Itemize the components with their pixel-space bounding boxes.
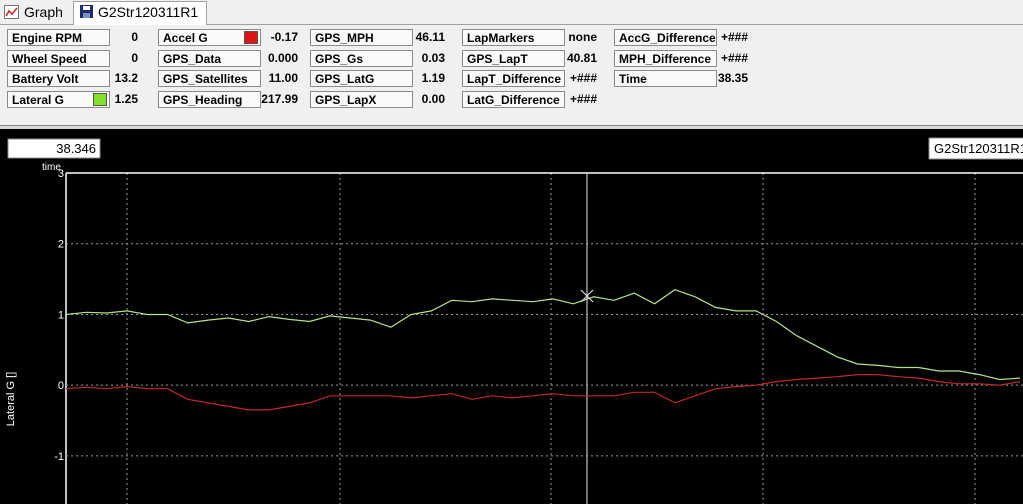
series-line xyxy=(65,289,1021,381)
splitter xyxy=(0,125,1023,129)
channel-label[interactable]: MPH_Difference xyxy=(614,49,717,67)
x-axis-label: time xyxy=(42,162,61,173)
channel-value: 0.00 xyxy=(421,92,445,107)
channel-value: 217.99 xyxy=(261,92,298,107)
channel-label[interactable]: GPS_LapT xyxy=(462,49,565,67)
channel-label[interactable]: Accel G xyxy=(158,29,261,46)
channel-name: MPH_Difference xyxy=(619,51,712,66)
channel-label[interactable]: Wheel Speed xyxy=(7,49,110,67)
y-tick-label: 1 xyxy=(58,309,64,321)
y-tick-label: 0 xyxy=(58,380,64,392)
cursor-marker xyxy=(580,289,594,303)
color-swatch xyxy=(93,93,107,107)
channel-name: LapMarkers xyxy=(467,31,535,45)
channel-label[interactable]: GPS_Gs xyxy=(310,49,413,67)
channel-name: GPS_LapT xyxy=(467,51,528,66)
channel-name: Wheel Speed xyxy=(12,51,87,66)
graph-icon xyxy=(4,5,19,19)
channel-value: +### xyxy=(720,30,748,44)
y-tick-label: 2 xyxy=(58,239,64,251)
channel-name: Battery Volt xyxy=(12,72,79,87)
y-tick-label: -1 xyxy=(54,451,64,463)
channel-value: 38.35 xyxy=(717,71,748,86)
graph-panel: 38.346 time G2Str120311R1 Lateral G [] 3… xyxy=(0,129,1023,504)
channel-name: GPS_Gs xyxy=(315,51,364,66)
channel-value: -0.17 xyxy=(270,30,298,44)
channel-label[interactable]: GPS_LatG xyxy=(310,70,413,88)
channel-label[interactable]: AccG_Difference xyxy=(614,29,717,46)
channel-label[interactable]: GPS_Heading xyxy=(158,91,261,109)
channel-name: Lateral G xyxy=(12,93,65,108)
channel-name: GPS_Satellites xyxy=(163,72,248,87)
channel-label[interactable]: Time xyxy=(614,70,717,88)
channel-panel: Engine RPM 0 Wheel Speed 0 Battery Volt 13.2 L… xyxy=(0,25,1023,125)
channel-value: 1.25 xyxy=(114,92,138,107)
series-line xyxy=(65,374,1021,411)
channel-value: +### xyxy=(569,71,597,86)
channel-name: GPS_LapX xyxy=(315,93,377,108)
channel-name: LatG_Difference xyxy=(467,93,560,108)
run-label: G2Str120311R1 xyxy=(934,141,1023,156)
channel-value: +### xyxy=(569,92,597,107)
save-icon xyxy=(80,5,93,18)
channel-value: 46.11 xyxy=(415,30,445,44)
channel-value: +### xyxy=(720,50,748,65)
channel-label[interactable]: GPS_Data xyxy=(158,49,261,67)
channel-value: 0.03 xyxy=(421,50,445,65)
y-tick-label: 3 xyxy=(58,168,64,180)
channel-name: GPS_MPH xyxy=(315,31,374,45)
tab[interactable]: G2Str120311R1 xyxy=(98,4,199,20)
channel-value: 0.000 xyxy=(267,50,298,65)
channel-name: Engine RPM xyxy=(12,31,83,45)
channel-value: 11.00 xyxy=(268,71,298,86)
channel-value: 0 xyxy=(131,30,138,44)
channel-name: GPS_LatG xyxy=(315,72,375,87)
cursor-value: 38.346 xyxy=(56,141,96,156)
channel-name: AccG_Difference xyxy=(619,31,716,45)
channel-value: 40.81 xyxy=(566,50,597,65)
channel-value: none xyxy=(568,30,597,44)
active-tab[interactable] xyxy=(73,1,207,25)
channel-label[interactable]: GPS_Satellites xyxy=(158,70,261,88)
color-swatch xyxy=(244,31,258,44)
channel-name: LapT_Difference xyxy=(467,72,562,87)
channel-value: 13.2 xyxy=(114,71,138,86)
channel-name: GPS_Data xyxy=(163,51,222,66)
y-axis-label: Lateral G [] xyxy=(5,372,17,426)
channel-label[interactable]: Battery Volt xyxy=(7,70,110,88)
channel-label[interactable]: GPS_MPH xyxy=(310,29,413,46)
channel-value: 0 xyxy=(131,50,138,65)
channel-label[interactable]: GPS_LapX xyxy=(310,91,413,109)
channel-label[interactable]: Engine RPM xyxy=(7,29,110,46)
channel-value: 1.19 xyxy=(421,71,445,86)
run-label-box xyxy=(928,137,1023,160)
cursor-box xyxy=(7,138,101,159)
channel-label[interactable]: LapMarkers xyxy=(462,29,565,46)
channel-name: Accel G xyxy=(163,31,208,45)
channel-label[interactable]: LapT_Difference xyxy=(462,70,565,88)
channel-label[interactable]: LatG_Difference xyxy=(462,91,565,109)
channel-label[interactable]: Lateral G xyxy=(7,91,110,109)
tab[interactable]: Graph xyxy=(24,4,63,20)
channel-name: Time xyxy=(619,72,647,87)
channel-name: GPS_Heading xyxy=(163,93,243,108)
